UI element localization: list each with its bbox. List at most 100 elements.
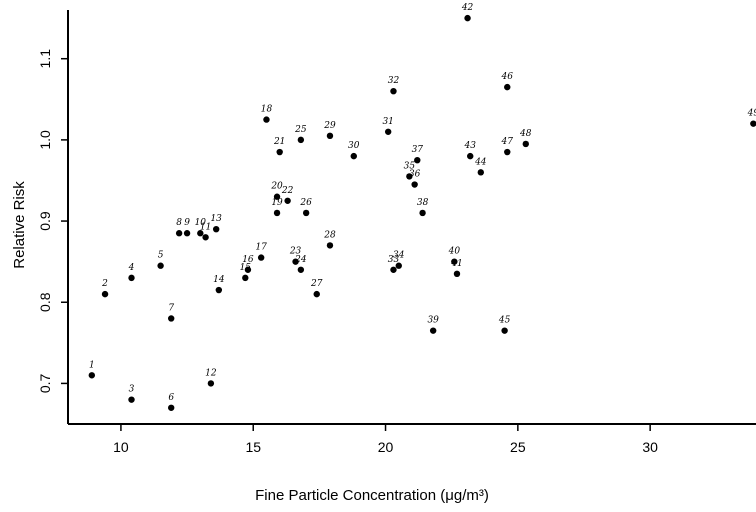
data-point-label: 45	[498, 316, 511, 326]
data-point	[168, 315, 175, 322]
data-point	[292, 258, 299, 265]
data-point-label: 18	[261, 105, 273, 115]
data-point-label: 11	[200, 222, 211, 232]
data-point	[406, 173, 413, 180]
data-point-label: 19	[271, 198, 283, 208]
data-point	[453, 270, 461, 278]
data-point	[750, 120, 756, 127]
data-point	[88, 372, 96, 379]
data-point-label: 25	[294, 125, 307, 135]
data-point-label: 48	[519, 129, 532, 139]
x-axis-title: Fine Particle Concentration (μg/m³)	[255, 487, 489, 504]
data-point	[244, 266, 252, 273]
data-point	[313, 290, 320, 298]
data-point	[384, 128, 392, 135]
data-point-label: 16	[242, 255, 254, 265]
data-point-label: 43	[463, 141, 476, 151]
data-point-label: 37	[412, 145, 424, 155]
axes	[67, 10, 756, 425]
data-point-label: 21	[273, 137, 285, 147]
data-point-label: 32	[388, 76, 400, 86]
data-point	[522, 140, 529, 148]
data-point	[128, 396, 135, 403]
data-point-label: 5	[158, 251, 164, 261]
data-point-label: 30	[348, 141, 360, 151]
data-point-label: 31	[382, 117, 393, 127]
data-point-label: 40	[448, 247, 461, 257]
data-point	[215, 286, 223, 294]
data-point-label: 35	[404, 161, 416, 171]
y-tick-label: 0.7	[37, 373, 53, 393]
data-point-label: 41	[450, 259, 462, 269]
y-tick-label: 1.1	[37, 49, 53, 69]
data-point-label: 49	[747, 109, 756, 119]
data-point	[390, 87, 397, 95]
data-point-label: 29	[323, 121, 336, 131]
data-point	[257, 254, 265, 261]
data-point-label: 2	[101, 279, 108, 289]
data-point-label: 3	[129, 385, 135, 395]
data-point	[183, 230, 191, 237]
data-point-label: 44	[474, 157, 487, 167]
data-point-label: 34	[393, 251, 405, 261]
data-point-label: 10	[195, 218, 207, 228]
data-point-label: 23	[289, 247, 302, 257]
data-point	[411, 181, 418, 188]
data-point	[350, 152, 357, 160]
x-axis-ticks: 10 15 20 25 30	[113, 424, 658, 455]
data-point	[429, 327, 437, 334]
data-point	[197, 230, 204, 237]
data-point-label: 13	[210, 214, 222, 224]
data-point	[202, 234, 209, 241]
data-point	[212, 225, 220, 233]
data-point	[207, 380, 215, 387]
data-point	[464, 14, 471, 22]
data-point	[168, 404, 175, 411]
data-point	[302, 209, 310, 217]
x-tick-label: 15	[245, 439, 261, 455]
data-point-label: 47	[501, 137, 514, 147]
data-point-label: 7	[168, 303, 174, 313]
data-point	[276, 148, 283, 156]
data-point-label: 14	[213, 275, 225, 285]
data-point	[451, 258, 458, 265]
data-point	[128, 274, 135, 282]
data-point-label: 17	[255, 243, 267, 253]
data-point	[297, 136, 305, 144]
data-point-label: 9	[184, 218, 190, 228]
data-point-label: 6	[168, 393, 174, 403]
data-point-label: 24	[294, 255, 307, 265]
data-point	[101, 290, 109, 298]
y-tick-label: 1.0	[37, 130, 53, 150]
data-point-label: 1	[89, 360, 95, 370]
data-point	[501, 327, 508, 334]
data-point	[273, 209, 281, 217]
data-point	[326, 242, 334, 249]
data-point-label: 33	[388, 255, 400, 265]
data-point	[419, 209, 426, 217]
data-point	[297, 266, 305, 273]
data-point-label: 46	[501, 72, 514, 82]
data-point-label: 36	[409, 170, 421, 180]
data-point-label: 22	[281, 186, 294, 196]
x-tick-label: 30	[642, 439, 658, 455]
data-point	[395, 262, 402, 269]
x-tick-label: 10	[113, 439, 129, 455]
data-point-label: 38	[417, 198, 429, 208]
data-point	[273, 193, 281, 200]
data-point	[284, 197, 291, 204]
x-tick-label: 20	[378, 439, 394, 455]
data-point-label: 12	[205, 368, 217, 378]
data-point	[157, 262, 164, 269]
data-point-label: 26	[299, 198, 312, 208]
x-tick-label: 25	[510, 439, 526, 455]
y-axis-ticks: 0.7 0.8 0.9 1.0 1.1	[37, 49, 68, 393]
data-point	[477, 169, 484, 176]
data-point-label: 4	[128, 263, 135, 273]
data-point	[175, 230, 183, 237]
data-point	[326, 132, 334, 140]
data-point	[414, 156, 421, 164]
y-axis-title: Relative Risk	[11, 181, 28, 269]
